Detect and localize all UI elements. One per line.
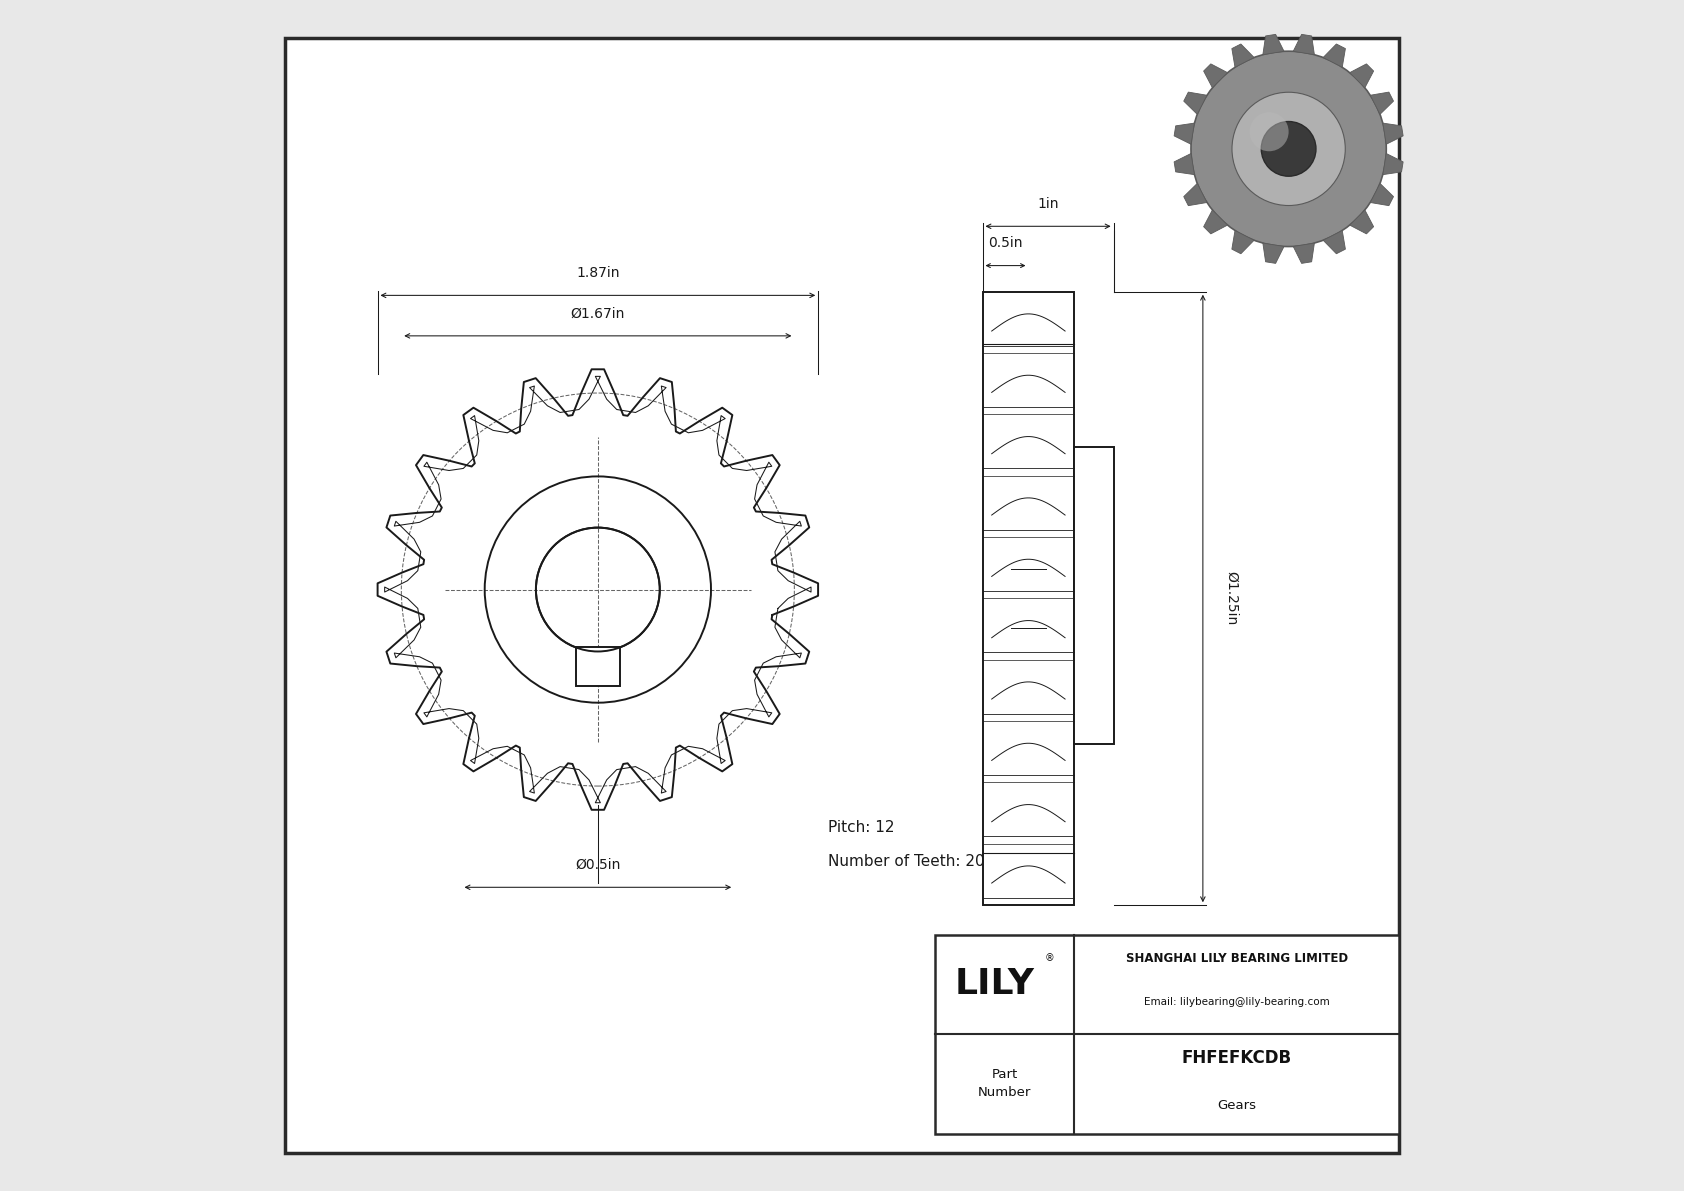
Polygon shape — [1293, 35, 1315, 55]
Polygon shape — [1174, 154, 1194, 175]
Polygon shape — [1184, 183, 1207, 206]
Text: 1in: 1in — [1037, 197, 1059, 211]
Circle shape — [1191, 51, 1386, 247]
Text: Ø0.5in: Ø0.5in — [576, 858, 620, 872]
Text: 0.5in: 0.5in — [989, 236, 1022, 250]
Text: 1.87in: 1.87in — [576, 266, 620, 280]
Text: Pitch: 12: Pitch: 12 — [829, 821, 894, 835]
Bar — [935, 935, 1399, 1134]
Polygon shape — [1349, 210, 1374, 233]
Polygon shape — [1204, 210, 1228, 233]
Text: Ø1.67in: Ø1.67in — [571, 306, 625, 320]
Text: Gears: Gears — [1218, 1099, 1256, 1111]
Text: LILY: LILY — [955, 967, 1036, 1002]
Circle shape — [1233, 92, 1346, 206]
Bar — [576, 647, 620, 686]
Polygon shape — [1371, 92, 1393, 114]
Text: Number of Teeth: 20: Number of Teeth: 20 — [829, 854, 985, 868]
Circle shape — [1261, 121, 1315, 176]
Polygon shape — [1324, 44, 1346, 67]
Circle shape — [1250, 112, 1288, 151]
Polygon shape — [1383, 154, 1403, 175]
Text: FHFEFKCDB: FHFEFKCDB — [1182, 1048, 1292, 1067]
Polygon shape — [1174, 123, 1194, 144]
Bar — [1074, 447, 1113, 744]
Polygon shape — [1204, 64, 1228, 88]
Bar — [982, 292, 1074, 905]
Text: ®: ® — [1046, 953, 1054, 964]
Polygon shape — [1324, 231, 1346, 254]
Polygon shape — [1371, 183, 1393, 206]
Text: Part
Number: Part Number — [978, 1068, 1031, 1099]
Polygon shape — [1349, 64, 1374, 88]
Text: Email: lilybearing@lily-bearing.com: Email: lilybearing@lily-bearing.com — [1143, 997, 1330, 1008]
Polygon shape — [1293, 243, 1315, 263]
Polygon shape — [1231, 44, 1255, 67]
Polygon shape — [1184, 92, 1207, 114]
Text: SHANGHAI LILY BEARING LIMITED: SHANGHAI LILY BEARING LIMITED — [1125, 952, 1347, 965]
Polygon shape — [1383, 123, 1403, 144]
Text: Ø1.25in: Ø1.25in — [1224, 572, 1238, 625]
Polygon shape — [1231, 231, 1255, 254]
Polygon shape — [1263, 35, 1283, 55]
Polygon shape — [1263, 243, 1283, 263]
